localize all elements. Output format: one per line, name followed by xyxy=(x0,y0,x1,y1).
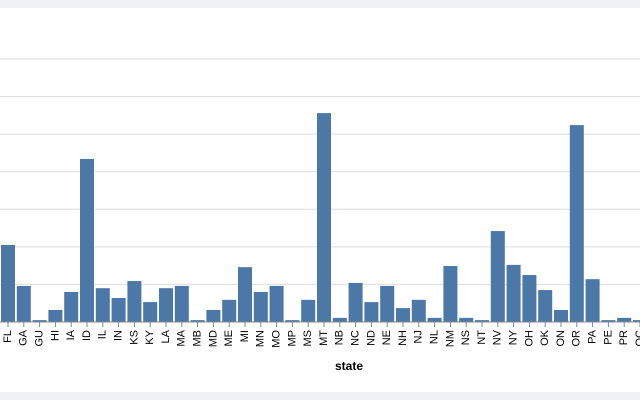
x-tick-label: IN xyxy=(113,330,125,341)
x-tick-label: NC xyxy=(350,330,362,346)
bar xyxy=(32,320,47,322)
bar xyxy=(522,275,537,322)
bar xyxy=(127,281,142,322)
x-tick-label: GA xyxy=(18,329,30,346)
x-tick-label: OK xyxy=(539,329,551,346)
bar xyxy=(411,299,426,322)
bar xyxy=(285,320,300,322)
x-tick-label: PA xyxy=(587,329,599,344)
bar xyxy=(380,285,395,322)
bar xyxy=(490,231,505,322)
x-tick-label: LA xyxy=(160,329,172,343)
bar xyxy=(332,317,347,322)
bar xyxy=(364,302,379,322)
bar xyxy=(317,113,331,322)
x-tick-label: NT xyxy=(476,330,488,345)
x-tick-label: MT xyxy=(318,330,330,346)
x-tick-label: MD xyxy=(207,330,219,347)
bar xyxy=(538,290,553,322)
x-tick-label: NE xyxy=(381,330,393,345)
bar xyxy=(633,320,640,322)
x-tick-label: MO xyxy=(271,330,283,348)
x-tick-label: PR xyxy=(618,330,630,345)
x-tick-label: IL xyxy=(97,330,109,339)
x-tick-label: NV xyxy=(492,329,504,345)
x-tick-label: MP xyxy=(286,330,298,347)
x-tick-label: KY xyxy=(144,329,156,344)
bar xyxy=(396,308,410,322)
bar xyxy=(569,125,584,322)
bar xyxy=(190,320,205,322)
bar xyxy=(222,299,237,322)
bar xyxy=(585,279,600,322)
x-tick-label: MN xyxy=(255,330,267,347)
bar xyxy=(238,267,252,322)
x-tick-label: NS xyxy=(460,330,472,345)
bar xyxy=(443,266,458,322)
x-tick-label: OH xyxy=(523,330,535,347)
bar xyxy=(617,317,632,322)
bar xyxy=(95,288,110,322)
x-tick-label: ME xyxy=(223,330,235,347)
x-tick-label: FL xyxy=(2,330,14,343)
x-tick-label: IA xyxy=(65,329,77,340)
bar xyxy=(143,302,158,322)
bar xyxy=(506,264,521,322)
bar xyxy=(475,320,489,322)
bar xyxy=(80,158,94,322)
bar xyxy=(174,285,189,322)
bar xyxy=(427,317,442,322)
x-tick-label: MB xyxy=(192,330,204,347)
x-tick-label: MA xyxy=(176,329,188,346)
x-tick-label: QC xyxy=(634,330,640,347)
bar xyxy=(1,244,15,322)
x-tick-label: OR xyxy=(571,330,583,347)
x-tick-label: MI xyxy=(239,330,251,342)
x-axis-label: state xyxy=(335,359,363,373)
bar xyxy=(301,299,316,322)
bar xyxy=(253,291,268,322)
bar xyxy=(16,285,31,322)
bar xyxy=(554,309,568,322)
x-tick-label: KS xyxy=(128,330,140,345)
x-tick-label: MS xyxy=(302,330,314,347)
bar xyxy=(64,291,79,322)
x-tick-label: ID xyxy=(81,330,93,341)
bar xyxy=(206,309,221,322)
x-tick-label: NY xyxy=(508,329,520,345)
bar xyxy=(111,297,126,322)
x-tick-label: NL xyxy=(429,330,441,344)
x-tick-label: NB xyxy=(334,330,346,345)
x-tick-label: HI xyxy=(49,330,61,341)
x-tick-label: ON xyxy=(555,330,567,347)
bar xyxy=(269,285,284,322)
bar xyxy=(348,282,363,322)
x-tick-label: ND xyxy=(365,330,377,346)
x-tick-label: NJ xyxy=(413,330,425,343)
bar xyxy=(459,317,474,322)
bar xyxy=(48,309,63,322)
x-tick-label: PE xyxy=(602,330,614,345)
bar xyxy=(159,288,173,322)
bar xyxy=(601,320,616,322)
x-tick-label: GU xyxy=(34,330,46,347)
x-tick-label: NM xyxy=(444,330,456,347)
x-tick-label: NH xyxy=(397,330,409,346)
